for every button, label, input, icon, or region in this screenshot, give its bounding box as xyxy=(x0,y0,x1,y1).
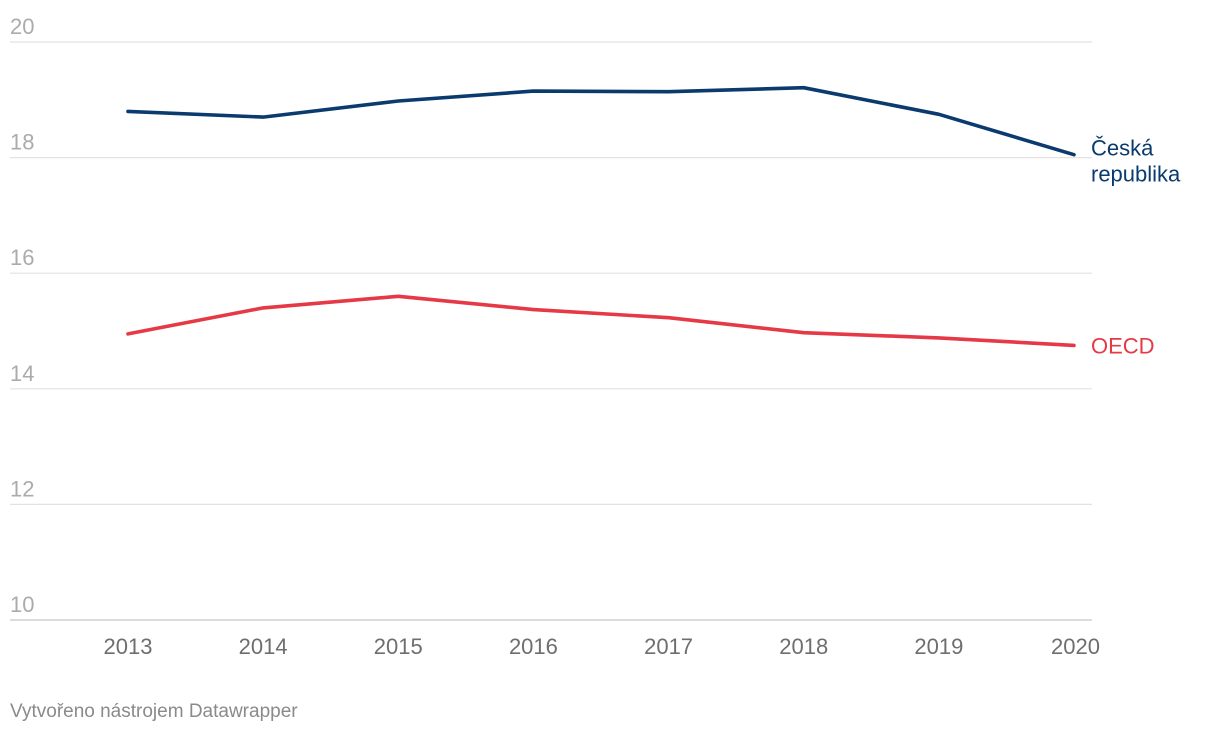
series-labels: Česká republika OECD xyxy=(1091,136,1181,359)
series-label-line: Česká xyxy=(1091,136,1154,161)
y-axis-tick-labels: 10 12 14 16 18 20 xyxy=(10,14,34,617)
x-tick-label: 2020 xyxy=(1051,634,1100,659)
y-tick-label: 12 xyxy=(10,476,34,501)
gridlines xyxy=(10,41,1092,621)
y-tick-label: 18 xyxy=(10,130,34,155)
y-tick-label: 10 xyxy=(10,592,34,617)
series-lines xyxy=(126,85,1076,348)
series-line-0 xyxy=(126,85,1076,157)
series-label-line: republika xyxy=(1091,162,1181,187)
series-label-0: Česká republika xyxy=(1091,136,1181,187)
x-tick-label: 2016 xyxy=(509,634,558,659)
y-tick-label: 14 xyxy=(10,361,34,386)
y-tick-label: 16 xyxy=(10,245,34,270)
footer-credit: Vytvořeno nástrojem Datawrapper xyxy=(10,701,298,722)
series-line-1 xyxy=(126,294,1076,348)
y-tick-label: 20 xyxy=(10,14,34,39)
series-label-1: OECD xyxy=(1091,333,1155,358)
x-axis-tick-labels: 2013 2014 2015 2016 2017 2018 2019 2020 xyxy=(104,634,1100,659)
x-tick-label: 2015 xyxy=(374,634,423,659)
x-tick-label: 2019 xyxy=(914,634,963,659)
x-tick-label: 2014 xyxy=(239,634,288,659)
x-tick-label: 2017 xyxy=(644,634,693,659)
x-tick-label: 2013 xyxy=(104,634,153,659)
x-tick-label: 2018 xyxy=(779,634,828,659)
series-label-line: OECD xyxy=(1091,333,1155,358)
